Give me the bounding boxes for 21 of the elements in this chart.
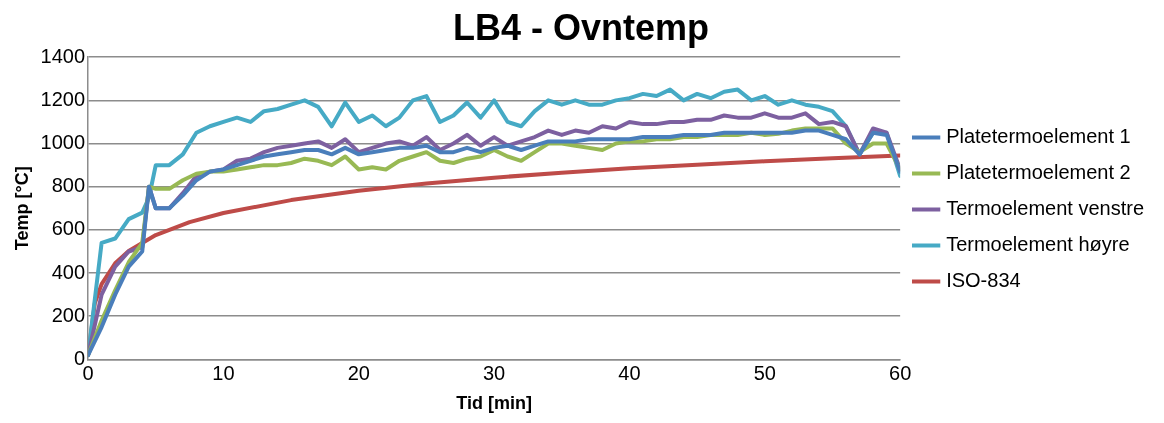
- x-tick-label: 50: [753, 361, 776, 384]
- y-tick-label: 1200: [40, 87, 86, 110]
- y-tick-label: 800: [51, 174, 86, 197]
- x-axis-title: Tid [min]: [456, 393, 532, 414]
- legend-label: Termoelement høyre: [946, 233, 1130, 256]
- y-tick-label: 200: [51, 303, 86, 326]
- x-tick-label: 30: [482, 361, 506, 384]
- chart-title: LB4 - Ovntemp: [452, 6, 710, 48]
- y-tick-label: 400: [51, 260, 86, 283]
- y-tick-label: 1000: [40, 131, 86, 154]
- legend-label: Platetermoelement 2: [946, 161, 1131, 184]
- y-tick-label: 1400: [40, 44, 86, 67]
- x-tick-label: 60: [889, 361, 912, 384]
- x-tick-label: 10: [212, 361, 235, 384]
- legend-label: ISO-834: [946, 269, 1021, 292]
- y-axis-title: Temp [°C]: [11, 166, 32, 251]
- legend-label: Platetermoelement 1: [946, 125, 1131, 148]
- x-tick-label: 20: [347, 361, 370, 384]
- x-tick-label: 40: [618, 361, 641, 384]
- legend-label: Termoelement venstre: [946, 197, 1145, 220]
- y-tick-label: 600: [51, 217, 86, 240]
